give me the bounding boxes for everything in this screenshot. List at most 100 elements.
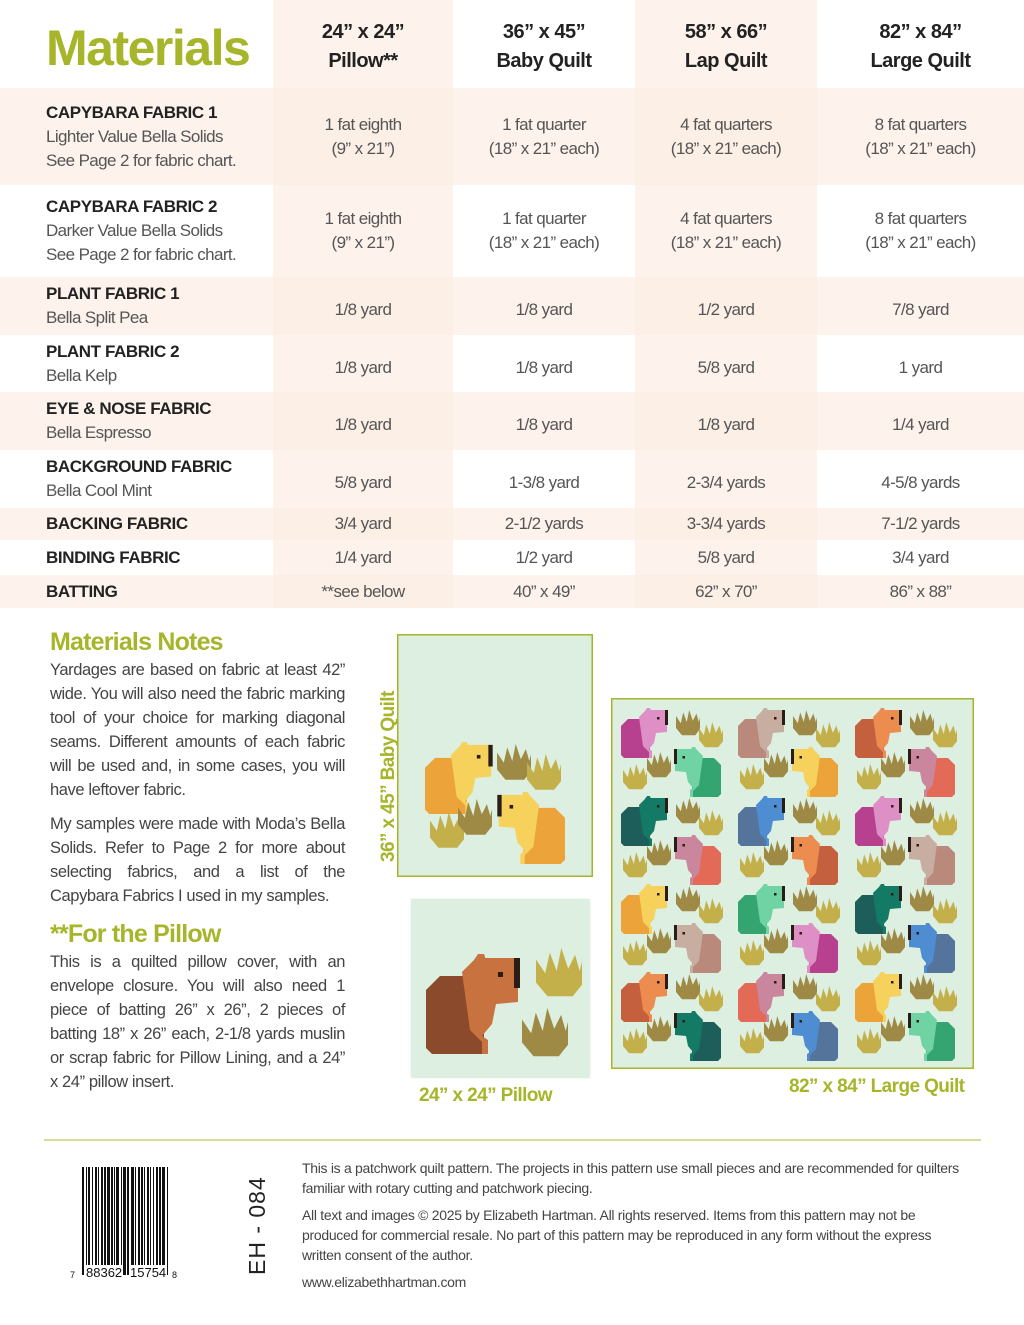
row-sublabel: Darker Value Bella Solids [46,221,223,240]
barcode-bar [95,1167,97,1265]
barcode-bar [92,1167,93,1265]
plant-icon [676,798,700,824]
table-cell: 62” x 70” [635,575,817,608]
plant-icon [816,722,840,748]
capybara-yellow [791,747,838,797]
row-label-cell: CAPYBARA FABRIC 2 Darker Value Bella Soli… [0,185,273,277]
cell-value: 3/4 yard [892,547,949,567]
capybara-rust [855,708,902,758]
pillow-image [410,898,591,1079]
cell-value: (9” x 21”) [331,138,396,158]
plant-icon [881,928,905,954]
capybara-rust [791,835,838,885]
large-quilt-image [611,698,974,1069]
cell-value: 1/8 yard [334,415,392,434]
plant-icon [910,798,934,824]
barcode-bar [138,1167,140,1265]
footer-website[interactable]: www.elizabethhartman.com [302,1274,466,1290]
column-header: 82” x 84” Large Quilt [817,0,1024,88]
baby-quilt-caption: 36” x 45” Baby Quilt [378,691,399,862]
table-cell: 1/8 yard [273,392,453,450]
capybara-green [738,884,785,934]
plant-icon [857,1028,881,1054]
barcode-bar [141,1167,143,1265]
table-cell: 5/8 yard [273,450,453,508]
plant-icon [793,886,817,912]
capybara-yellow [425,742,493,814]
table-cell: 8 fat quarters (18” x 21” each) [817,88,1024,185]
table-row: BINDING FABRIC 1/4 yard 1/2 yard 5/8 yard 3/… [0,540,1024,575]
cell-value: 1 fat eighth [324,114,403,134]
barcode-bar [116,1167,119,1265]
barcode-bar [162,1167,165,1265]
table-cell: 2-3/4 yards [635,450,817,508]
row-label: PLANT FABRIC 1 [46,284,180,303]
capybara-magenta [621,708,668,758]
plant-icon [793,974,817,1000]
cell-value: 5/8 yard [697,357,755,377]
barcode-digits: 15754 [130,1265,166,1280]
cell-value: 1 fat quarter [502,114,586,134]
plant-icon [933,810,957,836]
capybara-blue [791,1011,838,1061]
plant-icon [623,940,647,966]
table-cell: 7/8 yard [817,277,1024,335]
plant-icon [793,710,817,736]
column-size: 58” x 66” [684,21,768,43]
row-label: PLANT FABRIC 2 [46,341,180,361]
plant-icon [816,810,840,836]
column-size: 24” x 24” [321,21,405,43]
plant-icon [699,722,723,748]
plant-icon [458,799,492,835]
table-cell: 1 fat quarter (18” x 21” each) [453,88,635,185]
capybara-tan [674,923,721,973]
plant-icon [536,948,582,997]
barcode-bar [121,1167,122,1265]
table-cell: 1/8 yard [635,392,817,450]
cell-value: 1/8 yard [515,415,573,434]
table-cell: 5/8 yard [635,540,817,575]
barcode-digits: 88362 [86,1265,122,1280]
column-header: 58” x 66” Lap Quilt [635,0,817,88]
column-header: 36” x 45” Baby Quilt [453,0,635,88]
cell-value: (18” x 21” each) [865,233,976,252]
row-label-cell: CAPYBARA FABRIC 1 Lighter Value Bella Sol… [0,88,273,185]
table-row: PLANT FABRIC 1 Bella Split Pea 1/8 yard 1/8… [0,277,1024,335]
capybara-yellow [497,792,565,864]
capybara-coral [908,747,955,797]
pillow-notes: This is a quilted pillow cover, with an … [50,953,345,1091]
cell-value: 8 fat quarters [874,114,967,134]
row-label: BINDING FABRIC [46,547,181,567]
capybara-yellow [621,884,668,934]
cell-value: 1 yard [898,357,943,377]
table-cell: 1 fat eighth (9” x 21”) [273,88,453,185]
cell-value: 8 fat quarters [874,209,967,228]
barcode-bar [111,1167,113,1265]
plant-icon [857,940,881,966]
footer-copyright: All text and images © 2025 by Elizabeth … [302,1207,932,1263]
capybara-green [908,1011,955,1061]
plant-icon [816,986,840,1012]
notes-heading: Materials Notes [50,628,224,656]
table-row: PLANT FABRIC 2 Bella Kelp 1/8 yard 1/8 yard… [0,335,1024,392]
table-cell: 1 yard [817,335,1024,392]
barcode-bar [98,1167,99,1265]
footer-text: This is a patchwork quilt pattern. The p… [302,1158,972,1292]
footer-divider [44,1139,981,1141]
barcode-bar [107,1167,110,1265]
plant-icon [764,840,788,866]
notes-paragraph: My samples were made with Moda’s Bella S… [50,815,345,905]
plant-icon [699,898,723,924]
plant-icon [793,798,817,824]
plant-icon [676,710,700,736]
column-size: 36” x 45” [502,21,586,43]
cell-value: 1 fat eighth [324,209,403,228]
plant-icon [910,886,934,912]
capybara-yellow [855,972,902,1022]
materials-notes: Materials Notes Yardages are based on fa… [50,630,345,1094]
plant-icon [910,710,934,736]
table-cell: 1/2 yard [635,277,817,335]
baby-quilt-image [397,634,593,877]
row-label: CAPYBARA FABRIC 2 [46,197,218,216]
cell-value: 5/8 yard [334,473,392,492]
